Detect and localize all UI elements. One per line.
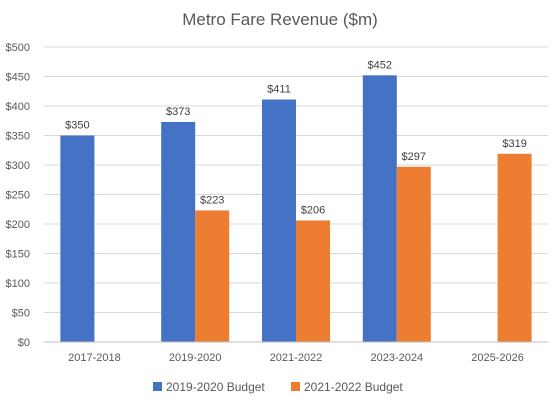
data-label: $350 [65,120,89,132]
bar [195,210,230,342]
bars [60,75,532,343]
data-labels: $350 $373 $223 $411 $206 $452 $297 $319 [65,59,527,216]
x-tick-label: 2019-2020 [169,352,222,364]
legend: 2019-2020 Budget 2021-2022 Budget [153,380,403,394]
bar [396,166,431,342]
data-label: $319 [502,138,526,150]
bar [362,75,397,342]
y-tick-label: $300 [6,160,30,172]
y-tick-label: $200 [6,219,30,231]
data-label: $411 [267,84,291,96]
legend-label: 2021-2022 Budget [304,380,403,394]
y-tick-label: $400 [6,101,30,113]
bar [497,153,532,342]
x-tick-label: 2017-2018 [68,352,121,364]
y-tick-label: $450 [6,72,30,84]
x-tick-label: 2025-2026 [471,352,524,364]
data-label: $223 [200,194,224,206]
y-tick-label: $50 [12,308,30,320]
y-tick-label: $350 [6,131,30,143]
data-label: $373 [166,106,190,118]
y-tick-label: $500 [6,42,30,54]
data-label: $452 [368,59,392,71]
bar [262,99,296,342]
chart-title: Metro Fare Revenue ($m) [182,10,378,29]
y-tick-label: $150 [6,249,30,261]
data-label: $206 [301,204,325,216]
x-axis-ticks: 2017-2018 2019-2020 2021-2022 2023-2024 2025… [68,352,524,364]
y-tick-label: $250 [6,190,30,202]
y-tick-label: $0 [18,337,30,349]
legend-swatch [153,382,162,391]
x-tick-label: 2021-2022 [270,352,323,364]
bar [296,220,330,342]
bar [60,135,95,342]
bar [161,121,196,343]
legend-label: 2019-2020 Budget [166,380,265,394]
x-tick-label: 2023-2024 [370,352,423,364]
y-tick-label: $100 [6,278,30,290]
y-axis-ticks: $0 $50 $100 $150 $200 $250 $300 $350 $400 $450 $50… [6,42,30,349]
legend-swatch [291,382,300,391]
data-label: $297 [402,151,426,163]
